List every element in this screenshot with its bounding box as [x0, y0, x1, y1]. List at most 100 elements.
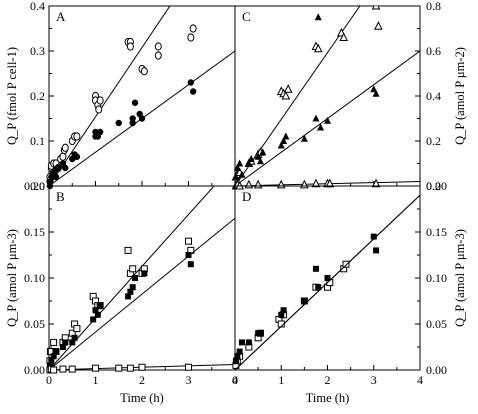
data-point [62, 164, 69, 172]
data-point [59, 344, 66, 350]
data-point [277, 141, 285, 149]
data-point [92, 307, 99, 314]
y-axis-label: Q_P (fmol P cell-1) [5, 47, 19, 145]
x-tick-label: 1 [93, 373, 99, 387]
data-point [311, 178, 321, 188]
data-point [71, 334, 78, 341]
data-point [312, 114, 320, 122]
data-point [257, 330, 264, 337]
data-point [138, 363, 146, 371]
data-point [126, 364, 134, 372]
y-tick-label: 0.10 [24, 271, 45, 285]
y-tick-label: 0.20 [24, 179, 45, 193]
data-point [131, 99, 139, 106]
data-point [115, 119, 122, 127]
y-tick-label: 0.0 [30, 179, 45, 193]
data-point [314, 13, 322, 21]
data-point [280, 307, 287, 314]
data-point [154, 42, 162, 51]
data-point [59, 152, 67, 161]
marks-group [46, 186, 235, 374]
data-point [324, 275, 331, 281]
x-tick-label: 4 [232, 373, 238, 387]
panel-letter: B [56, 189, 65, 204]
data-point [50, 338, 58, 346]
data-point [280, 137, 288, 144]
data-point [138, 115, 146, 122]
data-point [232, 173, 240, 180]
x-tick-label: 0 [46, 373, 52, 387]
fit-line [48, 217, 235, 371]
x-tick-label: 4 [417, 373, 423, 387]
x-axis-label: Time (h) [306, 391, 350, 405]
data-point [62, 339, 69, 346]
data-point [68, 365, 76, 373]
panel-d: D 0.00 0.05 0.10 0.15 0.20 0 1 2 3 4 Time (h) Q_P (a… [232, 179, 467, 405]
x-tick-label: 3 [371, 373, 377, 387]
marks-group [231, 6, 420, 190]
x-axis-label: Time (h) [120, 391, 164, 405]
panel-letter: C [242, 9, 251, 24]
data-point [247, 155, 255, 162]
data-point [244, 179, 254, 189]
data-point [129, 119, 136, 127]
data-point [373, 247, 380, 254]
y-tick-label: 0.6 [426, 44, 441, 58]
marks-group [46, 6, 235, 190]
data-point [185, 252, 192, 258]
data-point [92, 364, 99, 372]
data-point [253, 179, 263, 189]
data-point [254, 152, 262, 160]
y-tick-label: 0.3 [30, 44, 45, 58]
y-tick-label: 0.0 [426, 179, 441, 193]
data-point [374, 21, 383, 30]
data-point [245, 159, 253, 167]
y-axis-label: Q_P (amol P μm-2) [453, 47, 467, 145]
data-point [129, 265, 137, 273]
data-point [59, 365, 67, 373]
x-tick-label: 2 [325, 373, 331, 387]
y-tick-label: 0.05 [24, 317, 45, 331]
data-point [281, 90, 291, 100]
data-point [55, 164, 62, 172]
data-point [315, 284, 322, 291]
data-point [73, 153, 81, 160]
data-point [236, 348, 243, 355]
data-point [46, 362, 53, 369]
data-point [185, 363, 192, 371]
data-point [370, 85, 378, 93]
data-point [238, 170, 246, 178]
y-tick-label: 0.15 [24, 225, 45, 239]
data-point [371, 6, 381, 10]
y-tick-label: 0.2 [30, 89, 45, 103]
data-point [50, 353, 57, 360]
data-point [52, 173, 60, 181]
data-point [127, 288, 134, 295]
y-tick-label: 0.15 [426, 225, 447, 239]
panel-frame [48, 185, 236, 371]
data-point [317, 123, 325, 131]
panel-a: A 0.0 0.1 0.2 0.3 0.4 Q_P (fmol P cell-1) [5, 0, 236, 193]
y-tick-label: 0.00 [24, 363, 45, 377]
x-tick-label: 2 [139, 373, 145, 387]
fit-line [234, 194, 420, 371]
data-point [73, 325, 81, 333]
data-point [282, 132, 290, 140]
y-tick-label: 0.00 [426, 363, 447, 377]
data-point [256, 157, 264, 165]
panel-letter: D [242, 189, 251, 204]
data-point [189, 88, 197, 95]
data-point [73, 132, 81, 141]
data-point [371, 178, 381, 188]
data-point [96, 128, 104, 136]
data-point [140, 67, 148, 76]
data-point [300, 134, 308, 142]
data-point [236, 159, 244, 167]
x-tick-label: 1 [278, 373, 284, 387]
data-point [372, 89, 380, 97]
fit-line [48, 6, 171, 187]
x-tick-label: 0 [232, 373, 238, 387]
data-point [233, 164, 241, 171]
data-point [52, 348, 59, 355]
